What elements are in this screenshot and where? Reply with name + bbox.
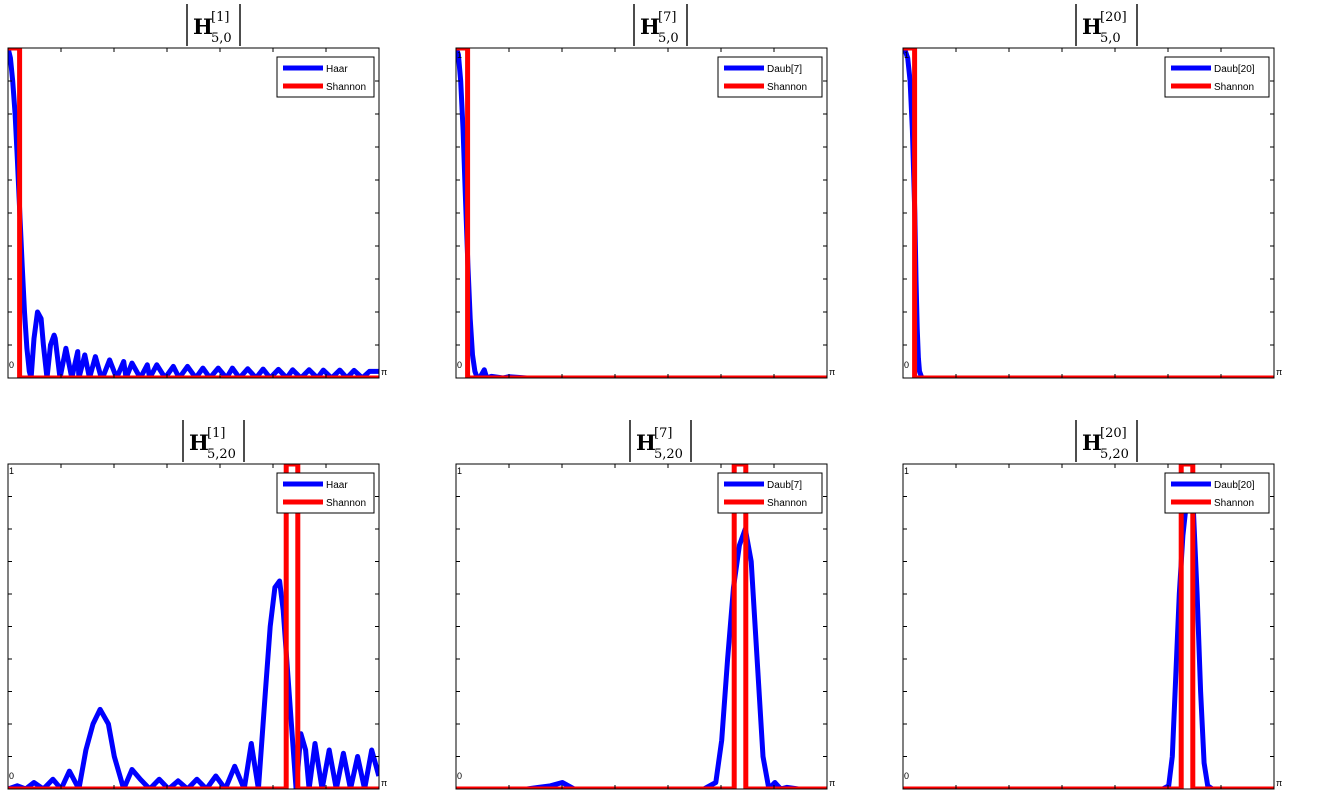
plot-area (8, 48, 379, 378)
y-tick-label-top: 1 (457, 50, 462, 60)
x-tick-label-end: π (1276, 367, 1282, 377)
chart-title: H[20] 5,20 (1075, 420, 1138, 462)
chart-panel-3: 0 1 π Daub[20] Shannon H[20] 5,0 (902, 4, 1282, 379)
y-tick-label-top: 1 (457, 466, 462, 476)
title-superscript: [20] (1100, 10, 1127, 25)
title-subscript: 5,20 (1100, 447, 1129, 462)
plot-area (456, 48, 827, 378)
legend-box (276, 472, 375, 514)
legend-entry: Shannon (1214, 498, 1254, 509)
x-tick-label-end: π (829, 367, 835, 377)
legend-entry: Shannon (326, 82, 366, 93)
title-superscript: [1] (207, 426, 225, 441)
x-tick-label-end: π (381, 367, 387, 377)
legend-box (717, 56, 823, 98)
chart-title: H[7] 5,20 (629, 420, 692, 462)
series-line-shannon (456, 48, 827, 378)
y-tick-label-bottom: 0 (904, 360, 909, 370)
legend-box (276, 56, 375, 98)
title-main: H (636, 430, 656, 455)
chart-panel-2: 0 1 π Daub[7] Shannon H[7] 5,0 (455, 4, 835, 379)
legend-box (1164, 472, 1270, 514)
y-tick-label-bottom: 0 (457, 771, 462, 781)
x-tick-label-end: π (1276, 778, 1282, 788)
legend-entry: Shannon (767, 498, 807, 509)
title-subscript: 5,0 (658, 31, 679, 46)
plot-area (8, 464, 379, 789)
legend-entry: Daub[7] (767, 480, 802, 491)
plot-area (903, 464, 1274, 789)
legend-entry: Shannon (767, 82, 807, 93)
chart-title: H[7] 5,0 (633, 4, 688, 46)
title-superscript: [7] (658, 10, 676, 25)
legend-entry: Daub[20] (1214, 64, 1255, 75)
legend-box (1164, 56, 1270, 98)
y-tick-label-bottom: 0 (9, 360, 14, 370)
legend-entry: Daub[20] (1214, 480, 1255, 491)
series-line-haar (8, 578, 379, 789)
plot-area (456, 464, 827, 789)
chart-title: H[1] 5,0 (186, 4, 241, 46)
y-tick-label-bottom: 0 (457, 360, 462, 370)
y-tick-label-bottom: 0 (904, 771, 909, 781)
chart-panel-1: 0 π Haar Shannon H[1] 5,0 (7, 4, 387, 379)
chart-title: H[1] 5,20 (182, 420, 245, 462)
title-superscript: [1] (211, 10, 229, 25)
y-tick-label-bottom: 0 (9, 771, 14, 781)
legend-entry: Daub[7] (767, 64, 802, 75)
title-main: H (1082, 430, 1102, 455)
legend-entry: Haar (326, 480, 348, 491)
y-tick-label-top: 1 (9, 466, 14, 476)
chart-title: H[20] 5,0 (1075, 4, 1138, 46)
chart-panel-6: 0 1 π Daub[20] Shannon H[20] 5,20 (902, 420, 1282, 790)
y-tick-label-top: 1 (904, 50, 909, 60)
legend-entry: Haar (326, 64, 348, 75)
title-subscript: 5,0 (211, 31, 232, 46)
x-tick-label-end: π (381, 778, 387, 788)
title-subscript: 5,0 (1100, 31, 1121, 46)
legend-entry: Shannon (326, 498, 366, 509)
title-subscript: 5,20 (207, 447, 236, 462)
title-main: H (193, 14, 213, 39)
legend-entry: Shannon (1214, 82, 1254, 93)
series-line-shannon (8, 48, 379, 378)
title-main: H (189, 430, 209, 455)
x-tick-label-end: π (829, 778, 835, 788)
title-superscript: [7] (654, 426, 672, 441)
series-line-shannon (903, 48, 1274, 378)
chart-panel-5: 0 1 π Daub[7] Shannon H[7] 5,20 (455, 420, 835, 790)
plot-area (903, 48, 1274, 378)
legend-box (717, 472, 823, 514)
y-tick-label-top: 1 (904, 466, 909, 476)
series-line-haar (8, 48, 379, 378)
title-subscript: 5,20 (654, 447, 683, 462)
title-superscript: [20] (1100, 426, 1127, 441)
title-main: H (640, 14, 660, 39)
chart-panel-4: 0 1 π Haar Shannon H[1] 5,20 (7, 420, 387, 790)
title-main: H (1082, 14, 1102, 39)
